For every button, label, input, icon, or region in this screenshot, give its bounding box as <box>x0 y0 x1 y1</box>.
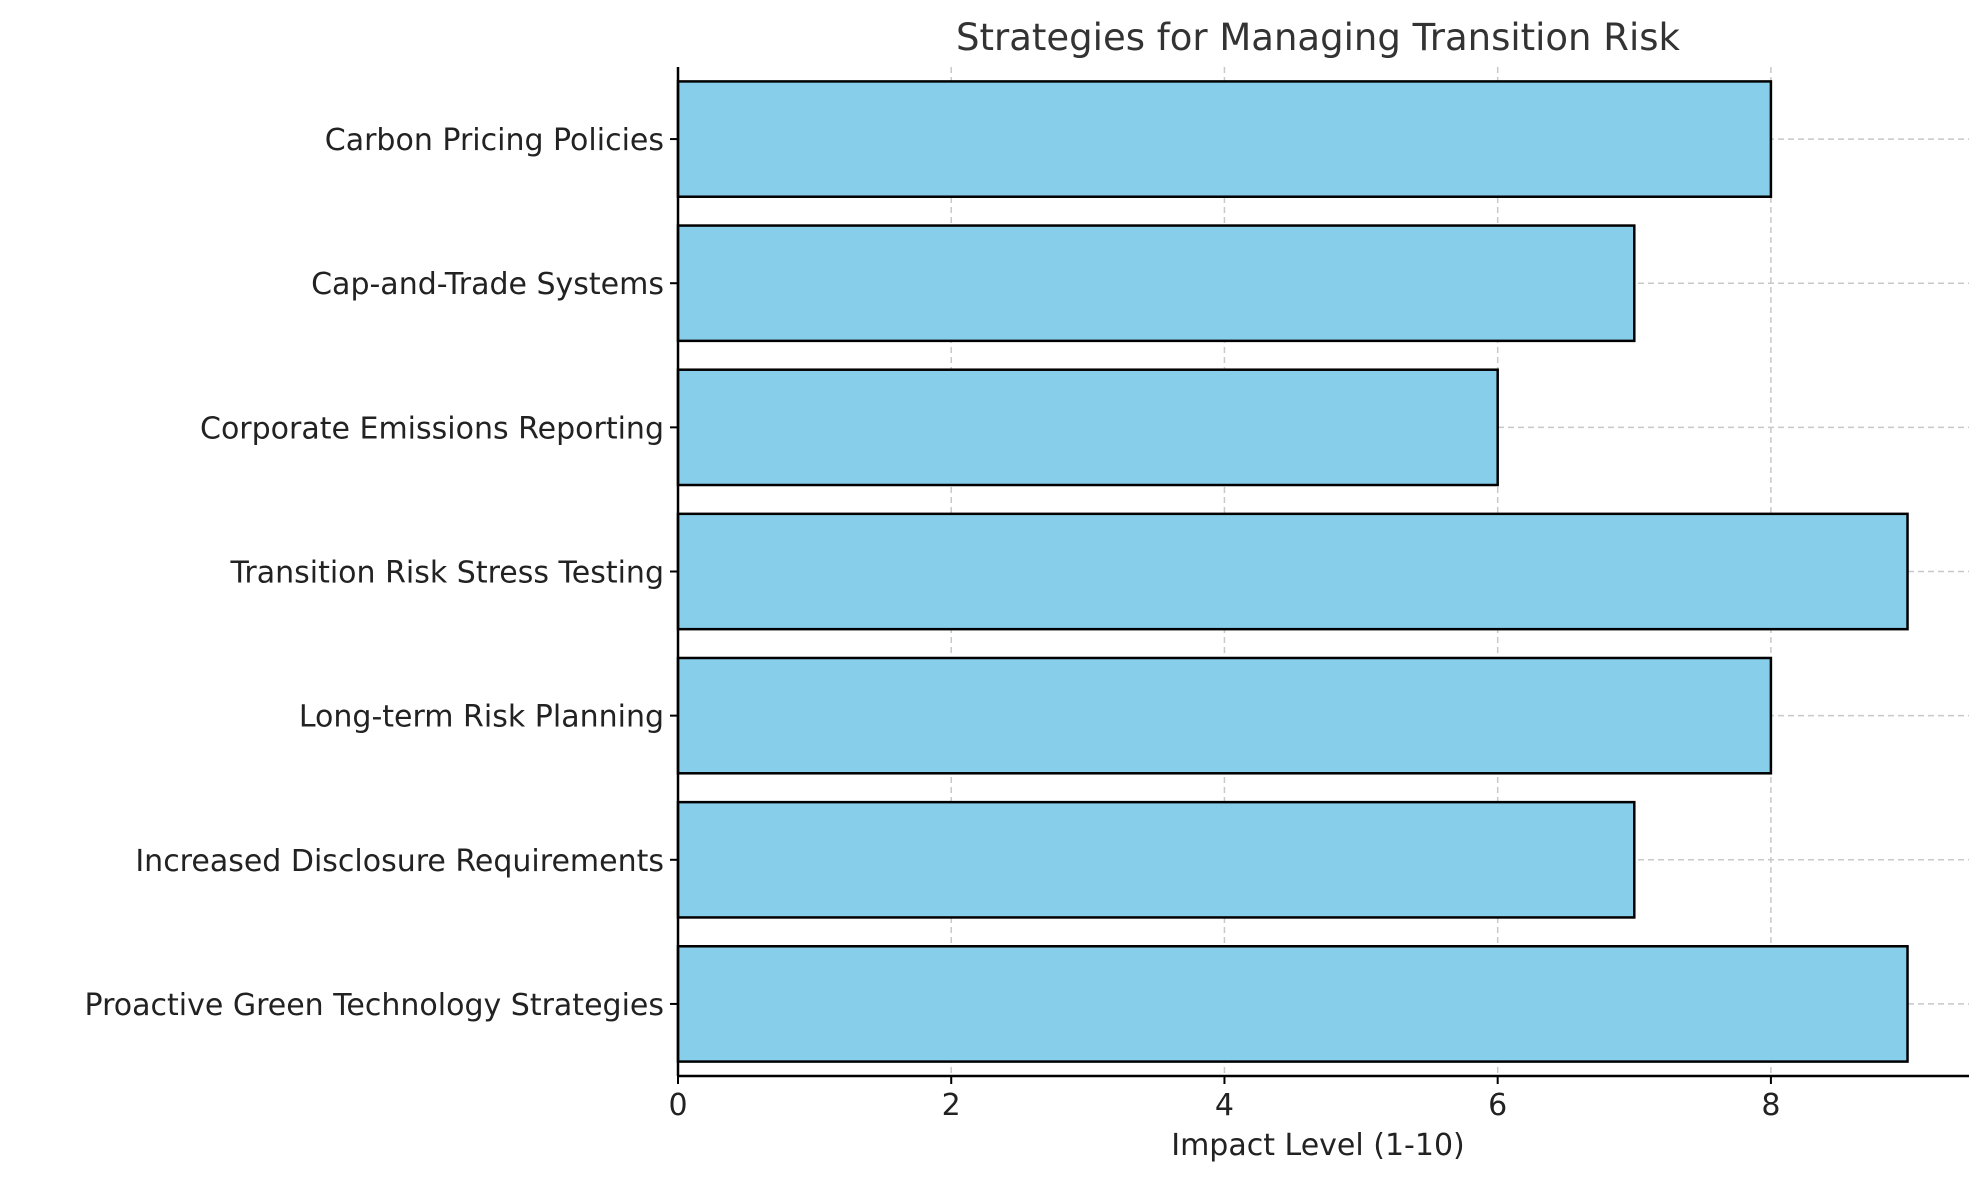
x-tick-label: 0 <box>668 1088 687 1123</box>
y-axis-ticks: Carbon Pricing Policies Cap-and-Trade Sys… <box>85 123 678 1023</box>
bar-5 <box>676 656 1773 775</box>
y-tick-label: Transition Risk Stress Testing <box>229 556 664 591</box>
y-tick-label: Long-term Risk Planning <box>299 700 664 735</box>
y-tick-label: Proactive Green Technology Strategies <box>85 988 665 1023</box>
bar-7 <box>676 945 1909 1063</box>
y-tick-label: Corporate Emissions Reporting <box>200 411 664 446</box>
bar-2 <box>676 224 1636 343</box>
bar-6 <box>676 800 1636 919</box>
y-tick-label: Cap-and-Trade Systems <box>311 267 664 302</box>
x-tick-label: 6 <box>1488 1088 1507 1123</box>
bars <box>676 80 1909 1063</box>
bar-1 <box>676 80 1773 198</box>
x-axis-ticks: 0 2 4 6 8 <box>668 1076 1780 1123</box>
chart-title: Strategies for Managing Transition Risk <box>956 16 1680 59</box>
x-axis-label: Impact Level (1-10) <box>1171 1128 1465 1163</box>
bar-4 <box>676 512 1909 631</box>
x-tick-label: 8 <box>1761 1088 1780 1123</box>
x-tick-label: 4 <box>1215 1088 1234 1123</box>
bar-3 <box>676 368 1499 487</box>
y-tick-label: Increased Disclosure Requirements <box>135 844 664 879</box>
x-tick-label: 2 <box>942 1088 961 1123</box>
y-tick-label: Carbon Pricing Policies <box>325 123 664 158</box>
